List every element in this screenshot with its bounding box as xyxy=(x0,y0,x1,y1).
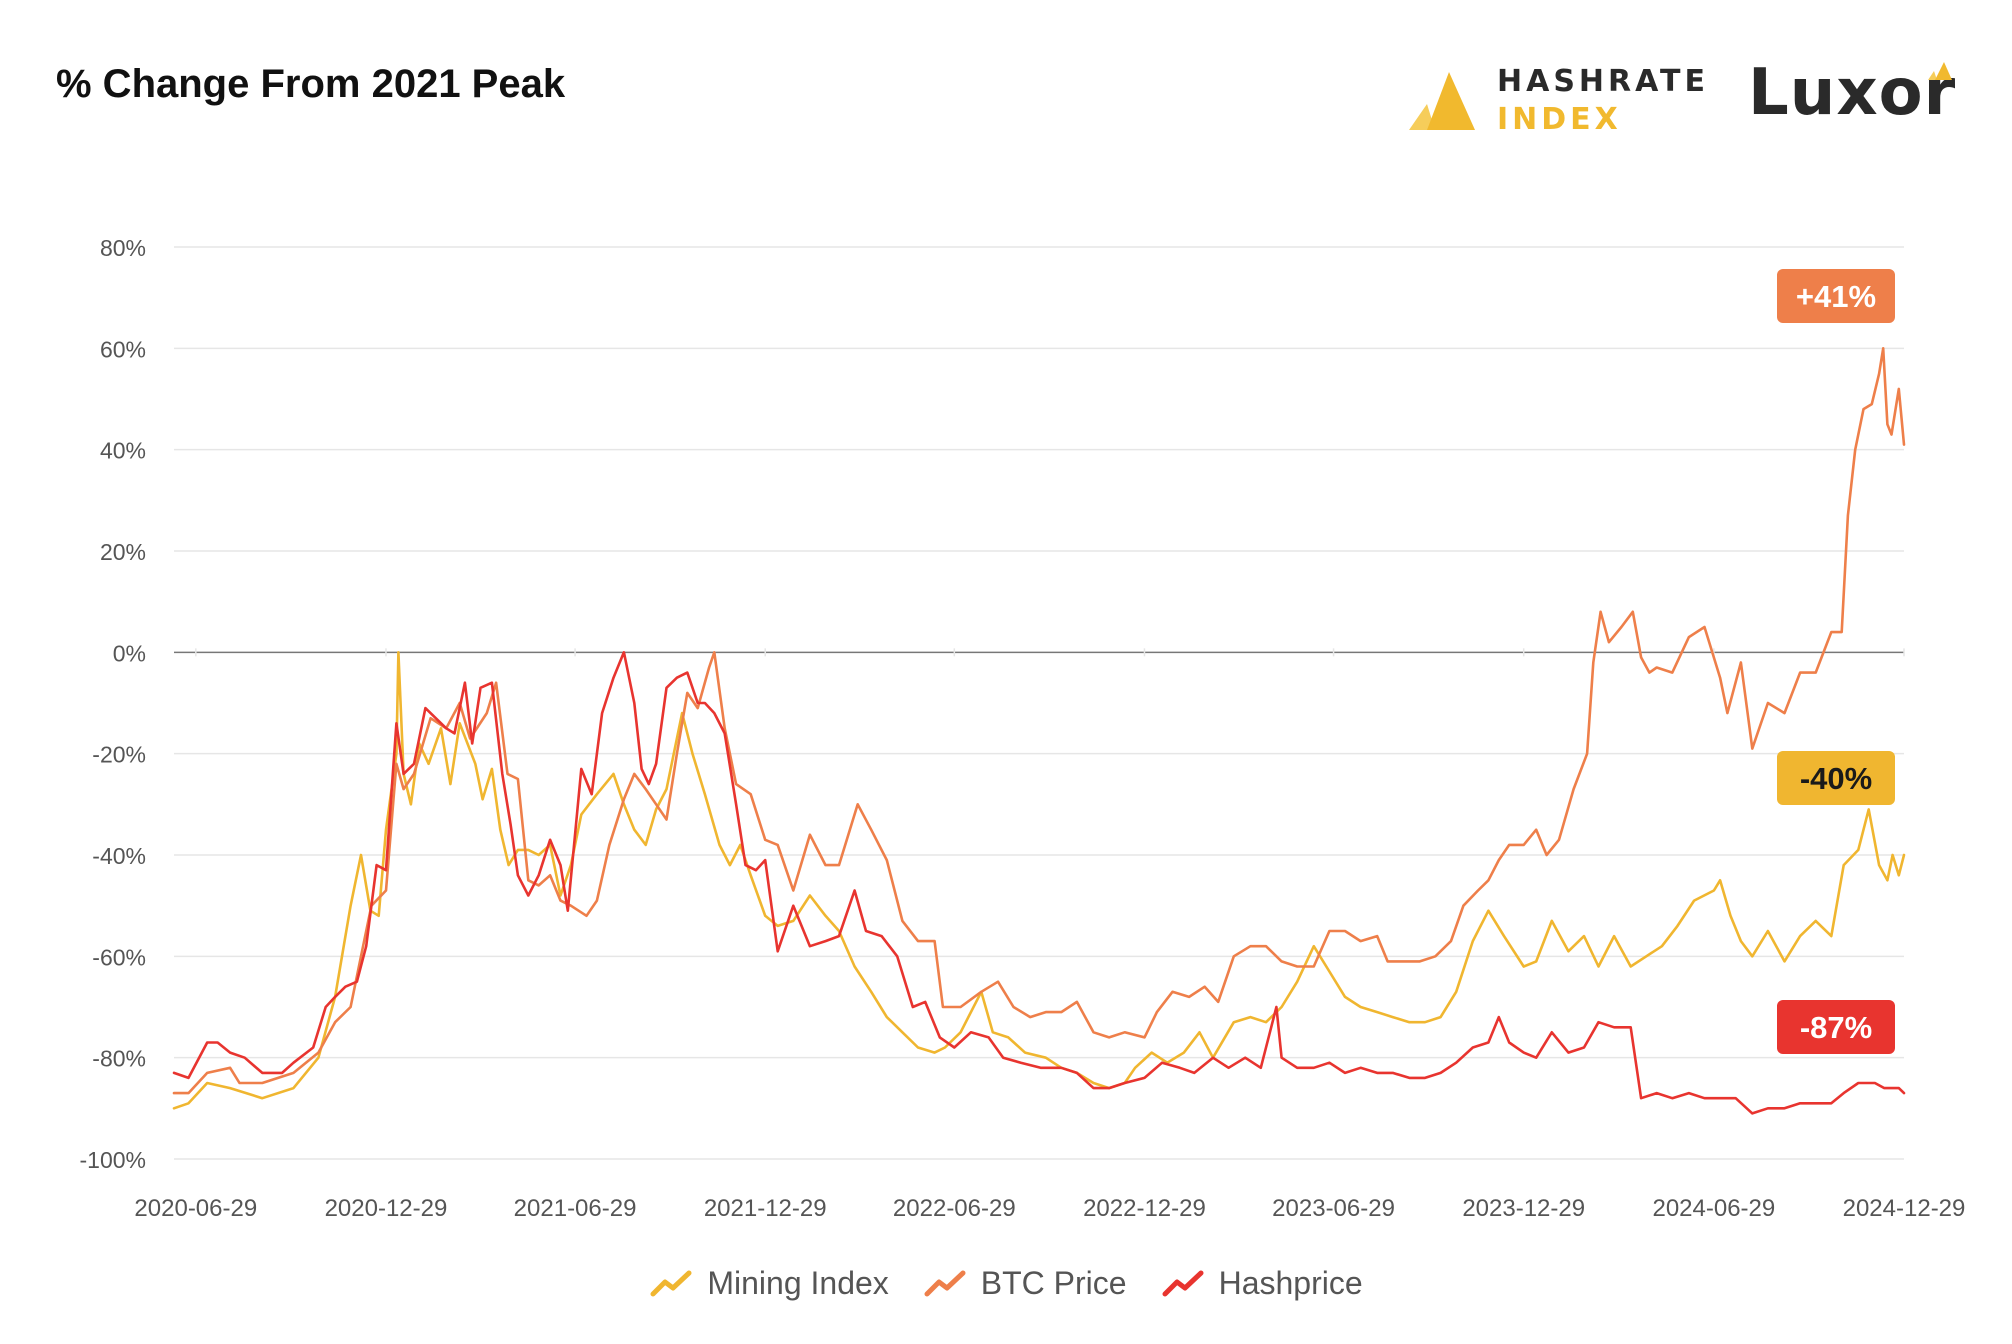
x-tick-label: 2022-12-29 xyxy=(1083,1195,1206,1222)
luxor-logo-icon xyxy=(1928,62,1952,80)
legend-item-mining-index[interactable]: Mining Index xyxy=(649,1264,889,1302)
hashrate-index-logo: HASHRATE INDEX xyxy=(1405,60,1705,140)
x-tick-label: 2020-12-29 xyxy=(325,1195,448,1222)
y-tick-label: 0% xyxy=(113,640,146,666)
y-tick-label: -60% xyxy=(92,944,146,970)
y-tick-label: 20% xyxy=(100,539,146,565)
x-tick-label: 2024-06-29 xyxy=(1652,1195,1775,1222)
y-tick-label: -100% xyxy=(80,1147,146,1173)
logo-text-hashrate: HASHRATE xyxy=(1497,64,1709,99)
y-tick-label: -20% xyxy=(92,742,146,768)
trend-line-icon xyxy=(924,1270,966,1297)
legend-label-hashprice: Hashprice xyxy=(1218,1264,1363,1301)
series-line-btc-price xyxy=(172,346,1906,1095)
x-tick-label: 2024-12-29 xyxy=(1843,1195,1966,1222)
x-tick-label: 2020-06-29 xyxy=(134,1195,257,1222)
y-tick-label: 80% xyxy=(100,235,146,261)
y-tick-label: 60% xyxy=(100,336,146,362)
x-tick-label: 2022-06-29 xyxy=(893,1195,1016,1222)
series-line-mining-index xyxy=(172,650,1906,1110)
callout-box-hashprice xyxy=(1777,1000,1895,1054)
callout-label: +41% xyxy=(1796,279,1876,314)
callout-label: -40% xyxy=(1800,761,1872,796)
callout-box-mining-index xyxy=(1777,751,1895,805)
y-tick-label: -40% xyxy=(92,843,146,869)
callout-box-btc-price xyxy=(1777,269,1895,323)
chart-legend: Mining Index BTC Price Hashprice xyxy=(0,1258,2012,1308)
y-tick-label: -80% xyxy=(92,1046,146,1072)
hashrate-index-logo-icon xyxy=(1409,72,1475,130)
legend-label-mining-index: Mining Index xyxy=(707,1264,889,1301)
chart-title: % Change From 2021 Peak xyxy=(56,62,566,106)
y-tick-label: 40% xyxy=(100,438,146,464)
series-line-hashprice xyxy=(172,650,1906,1115)
callout-label: -87% xyxy=(1800,1010,1872,1045)
legend-label-btc-price: BTC Price xyxy=(980,1264,1127,1301)
x-tick-label: 2023-12-29 xyxy=(1462,1195,1585,1222)
x-tick-label: 2021-06-29 xyxy=(514,1195,637,1222)
x-tick-label: 2021-12-29 xyxy=(704,1195,827,1222)
logo-text-index: INDEX xyxy=(1497,102,1622,137)
trend-line-icon xyxy=(650,1270,692,1297)
luxor-wordmark: Luxor xyxy=(1748,56,1957,130)
x-tick-label: 2023-06-29 xyxy=(1272,1195,1395,1222)
luxor-logo: Luxor xyxy=(1748,52,1958,142)
legend-item-btc-price[interactable]: BTC Price xyxy=(923,1265,1127,1302)
legend-item-hashprice[interactable]: Hashprice xyxy=(1161,1265,1363,1302)
trend-line-icon xyxy=(1162,1270,1204,1297)
